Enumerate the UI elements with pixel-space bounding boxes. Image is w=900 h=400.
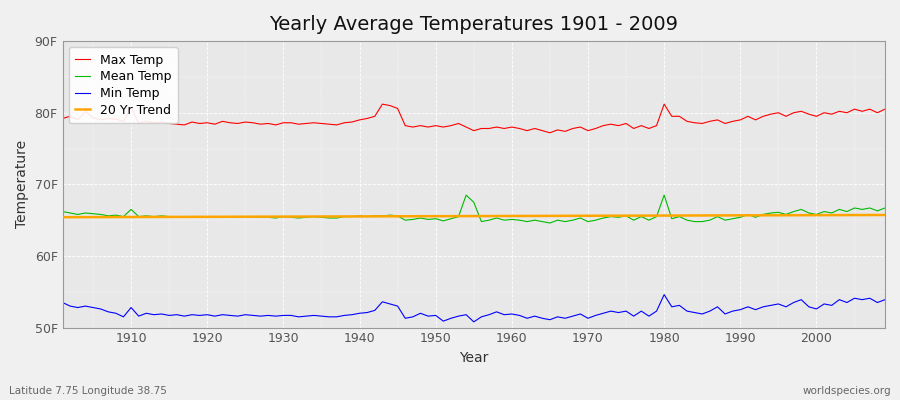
20 Yr Trend [118, 215, 129, 220]
Legend: Max Temp, Mean Temp, Min Temp, 20 Yr Trend: Max Temp, Mean Temp, Min Temp, 20 Yr Tre… [68, 47, 178, 123]
20 Yr Trend [598, 213, 608, 218]
Min Temp [514, 313, 525, 318]
20 Yr Trend [499, 214, 509, 218]
Text: worldspecies.org: worldspecies.org [803, 386, 891, 396]
Max Temp [57, 116, 68, 121]
Min Temp [659, 292, 670, 297]
Min Temp [57, 300, 68, 305]
Min Temp [331, 314, 342, 319]
Mean Temp [461, 193, 472, 198]
Max Temp [118, 119, 129, 124]
Max Temp [331, 122, 342, 127]
Mean Temp [613, 215, 624, 220]
Min Temp [468, 320, 479, 324]
Max Temp [879, 107, 890, 112]
Mean Temp [118, 214, 129, 219]
Mean Temp [544, 221, 555, 226]
20 Yr Trend [331, 214, 342, 219]
Mean Temp [285, 215, 296, 220]
Min Temp [606, 309, 616, 314]
20 Yr Trend [507, 214, 517, 218]
Mean Temp [514, 218, 525, 222]
X-axis label: Year: Year [459, 351, 489, 365]
Max Temp [285, 120, 296, 125]
Max Temp [514, 126, 525, 131]
Mean Temp [331, 216, 342, 220]
Text: Latitude 7.75 Longitude 38.75: Latitude 7.75 Longitude 38.75 [9, 386, 166, 396]
20 Yr Trend [285, 214, 296, 219]
Line: Max Temp: Max Temp [62, 104, 885, 133]
Min Temp [118, 314, 129, 319]
Min Temp [879, 297, 890, 302]
20 Yr Trend [879, 212, 890, 217]
Max Temp [613, 123, 624, 128]
Title: Yearly Average Temperatures 1901 - 2009: Yearly Average Temperatures 1901 - 2009 [269, 15, 679, 34]
Line: Mean Temp: Mean Temp [62, 195, 885, 223]
Max Temp [507, 125, 517, 130]
Y-axis label: Temperature: Temperature [15, 140, 29, 228]
Min Temp [285, 313, 296, 318]
Mean Temp [879, 206, 890, 210]
Max Temp [544, 130, 555, 135]
Mean Temp [507, 217, 517, 222]
20 Yr Trend [57, 215, 68, 220]
Max Temp [377, 102, 388, 106]
Mean Temp [57, 209, 68, 214]
Line: 20 Yr Trend: 20 Yr Trend [62, 215, 885, 217]
Min Temp [507, 312, 517, 316]
Line: Min Temp: Min Temp [62, 295, 885, 322]
